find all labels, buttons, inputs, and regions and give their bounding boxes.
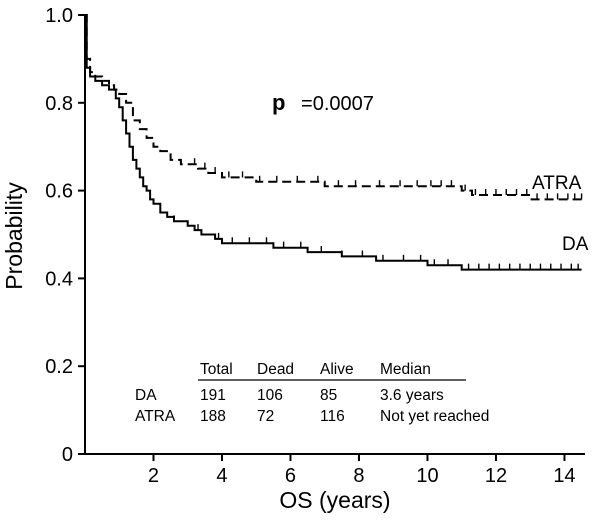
censor-marks xyxy=(173,158,583,270)
series-line-da xyxy=(85,14,582,271)
x-tick-label: 8 xyxy=(353,465,364,487)
y-axis-title: Probability xyxy=(1,182,27,290)
table-row-da-group: DA xyxy=(135,387,157,404)
table-header-alive: Alive xyxy=(320,361,354,378)
table-row-da-alive: 85 xyxy=(320,387,337,404)
table-row-atra-group: ATRA xyxy=(135,408,176,425)
x-tick-label: 14 xyxy=(553,465,575,487)
x-tick-label: 6 xyxy=(285,465,296,487)
table-header-dead: Dead xyxy=(257,361,294,378)
y-tick-label: 0 xyxy=(62,444,73,466)
x-tick-label: 2 xyxy=(148,465,159,487)
y-tick-label: 1.0 xyxy=(45,5,73,27)
table-row-da-median: 3.6 years xyxy=(380,387,444,404)
survival-curves xyxy=(85,14,582,271)
table-row-da-dead: 106 xyxy=(257,387,283,404)
y-tick-label: 0.2 xyxy=(45,356,73,378)
table-row-da-total: 191 xyxy=(200,387,226,404)
table-header-total: Total xyxy=(200,361,233,378)
table-row-atra-median: Not yet reached xyxy=(380,408,489,425)
series-line-atra xyxy=(85,14,582,201)
summary-table: Total Dead Alive Median DA 191 106 85 3.… xyxy=(135,361,489,425)
series-label-da: DA xyxy=(562,234,589,255)
x-tick-label: 10 xyxy=(416,465,438,487)
series-label-atra: ATRA xyxy=(532,173,582,194)
x-ticks: 2 4 6 8 10 12 14 xyxy=(148,454,576,487)
x-tick-label: 12 xyxy=(485,465,507,487)
p-value-annotation: p =0.0007 xyxy=(272,90,374,115)
x-axis-title: OS (years) xyxy=(279,487,390,513)
y-tick-label: 0.8 xyxy=(45,93,73,115)
x-tick-label: 4 xyxy=(216,465,227,487)
table-row-atra-alive: 116 xyxy=(320,408,345,425)
table-row-atra-total: 188 xyxy=(200,408,226,425)
y-ticks: 0 0.2 0.4 0.6 0.8 1.0 xyxy=(45,5,85,466)
table-header-median: Median xyxy=(380,361,431,378)
y-tick-label: 0.6 xyxy=(45,181,73,203)
y-tick-label: 0.4 xyxy=(45,268,73,290)
table-row-atra-dead: 72 xyxy=(257,408,274,425)
